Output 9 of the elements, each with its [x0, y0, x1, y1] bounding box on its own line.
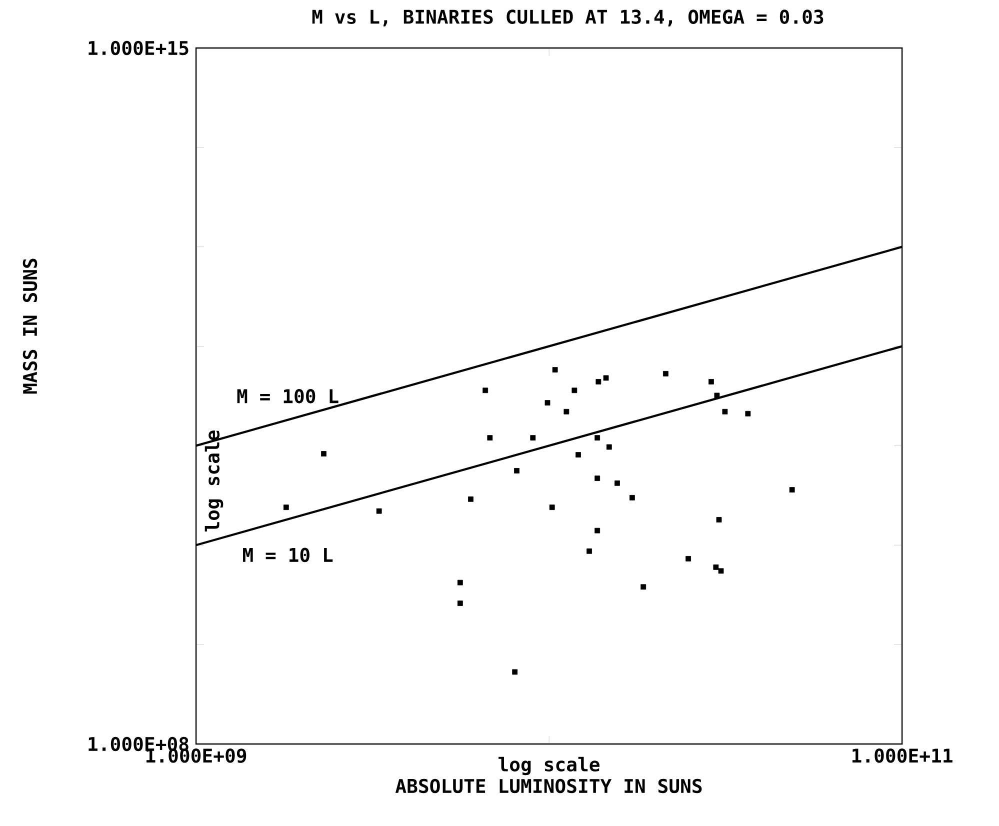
series-label: M = 10 L: [243, 548, 333, 562]
y-axis-title: MASS IN SUNS: [22, 258, 38, 394]
series-label: M = 100 L: [237, 389, 338, 404]
x-axis-title: ABSOLUTE LUMINOSITY IN SUNS: [395, 778, 702, 794]
text: log scale: [498, 756, 600, 776]
chart-title: M vs L, BINARIES CULLED AT 13.4, OMEGA = 0.03: [312, 10, 824, 26]
x-tick-label: 1.000E+11: [852, 748, 952, 763]
annotation: log scale: [204, 430, 224, 532]
y-tick-label: 1.000E+15: [88, 40, 188, 56]
